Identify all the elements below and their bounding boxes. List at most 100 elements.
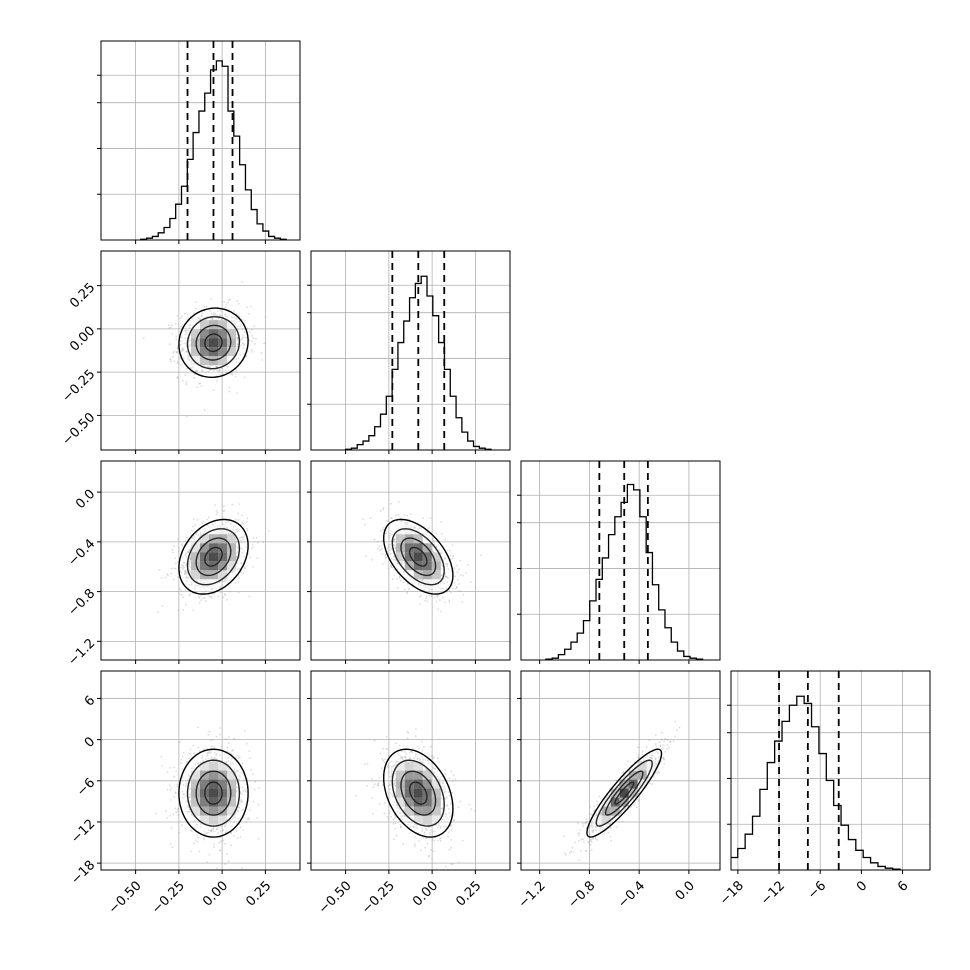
scatter-point	[236, 345, 239, 348]
scatter-point	[243, 344, 245, 346]
hist-panel-0	[97, 40, 301, 244]
scatter-point	[590, 849, 593, 851]
scatter-point	[201, 312, 203, 315]
hist-panel-1	[307, 250, 511, 454]
scatter-point	[235, 555, 238, 558]
scatter-point	[173, 795, 175, 798]
scatter-point	[236, 343, 239, 346]
scatter-point	[196, 386, 199, 388]
scatter-point	[373, 538, 376, 541]
scatter-point	[399, 579, 402, 582]
scatter-point	[190, 367, 193, 369]
scatter-point	[219, 315, 222, 317]
scatter-point	[191, 536, 194, 539]
scatter-point	[227, 860, 230, 863]
scatter-point	[412, 747, 414, 749]
scatter-point	[176, 315, 179, 317]
scatter-point	[169, 789, 172, 792]
scatter-point	[182, 596, 184, 598]
density-panel-2-1	[307, 460, 511, 664]
scatter-point	[243, 816, 246, 819]
scatter-point	[236, 339, 239, 342]
scatter-point	[406, 583, 409, 585]
scatter-point	[236, 568, 239, 571]
scatter-point	[381, 552, 384, 555]
scatter-point	[243, 536, 245, 538]
scatter-point	[173, 578, 176, 581]
panel-frame-2-2	[520, 460, 721, 661]
scatter-point	[456, 586, 458, 588]
scatter-point	[453, 582, 456, 584]
scatter-point	[241, 552, 243, 554]
x-tick-label-0-3: 0.25	[243, 878, 274, 909]
scatter-point	[468, 803, 471, 806]
scatter-point	[389, 546, 392, 549]
scatter-point	[187, 356, 190, 358]
scatter-point	[203, 748, 205, 751]
scatter-point	[366, 762, 369, 765]
scatter-point	[181, 824, 183, 827]
scatter-point	[450, 829, 453, 831]
scatter-point	[185, 350, 188, 353]
scatter-point	[210, 595, 213, 598]
scatter-point	[185, 580, 188, 583]
scatter-point	[173, 545, 175, 547]
scatter-point	[473, 810, 476, 812]
scatter-point	[431, 537, 434, 540]
scatter-point	[202, 590, 204, 593]
scatter-point	[582, 825, 585, 827]
scatter-point	[216, 867, 218, 870]
scatter-point	[201, 370, 203, 373]
density-cell	[200, 356, 209, 366]
scatter-point	[191, 530, 193, 533]
scatter-point	[393, 555, 395, 558]
density-cell	[227, 552, 236, 562]
scatter-point	[436, 839, 439, 842]
scatter-point	[454, 777, 457, 780]
scatter-point	[451, 557, 454, 560]
scatter-point	[181, 768, 184, 770]
scatter-point	[393, 538, 395, 541]
scatter-point	[378, 545, 381, 548]
scatter-point	[214, 312, 216, 315]
scatter-point	[224, 842, 226, 845]
scatter-point	[430, 849, 432, 851]
scatter-point	[248, 595, 251, 598]
scatter-point	[239, 536, 241, 539]
scatter-point	[444, 601, 446, 604]
scatter-point	[246, 529, 249, 532]
scatter-point	[255, 338, 257, 340]
panel-frame-2-0	[100, 460, 301, 661]
scatter-point	[171, 548, 174, 551]
scatter-point	[185, 342, 188, 345]
density-cell	[218, 570, 227, 580]
density-cell	[200, 561, 209, 571]
scatter-point	[211, 739, 214, 741]
scatter-point	[205, 600, 207, 602]
scatter-point	[217, 595, 220, 598]
scatter-point	[192, 752, 195, 755]
scatter-point	[396, 578, 399, 580]
y-tick-label-3-4: 6	[82, 693, 98, 709]
scatter-point	[237, 591, 240, 594]
scatter-point	[184, 374, 187, 376]
scatter-point	[450, 846, 453, 849]
scatter-point	[187, 577, 190, 580]
scatter-point	[237, 302, 240, 305]
scatter-point	[245, 821, 248, 824]
scatter-point	[379, 529, 382, 532]
scatter-point	[245, 742, 248, 745]
scatter-point	[196, 584, 199, 587]
scatter-point	[396, 587, 399, 589]
scatter-point	[354, 794, 357, 797]
scatter-point	[242, 347, 245, 350]
scatter-point	[227, 742, 230, 744]
scatter-point	[428, 854, 431, 857]
scatter-point	[237, 519, 240, 521]
scatter-point	[169, 343, 171, 346]
scatter-point	[221, 318, 223, 321]
scatter-point	[251, 543, 254, 546]
density-cell	[200, 347, 209, 357]
scatter-point	[185, 571, 188, 573]
scatter-point	[394, 822, 397, 825]
